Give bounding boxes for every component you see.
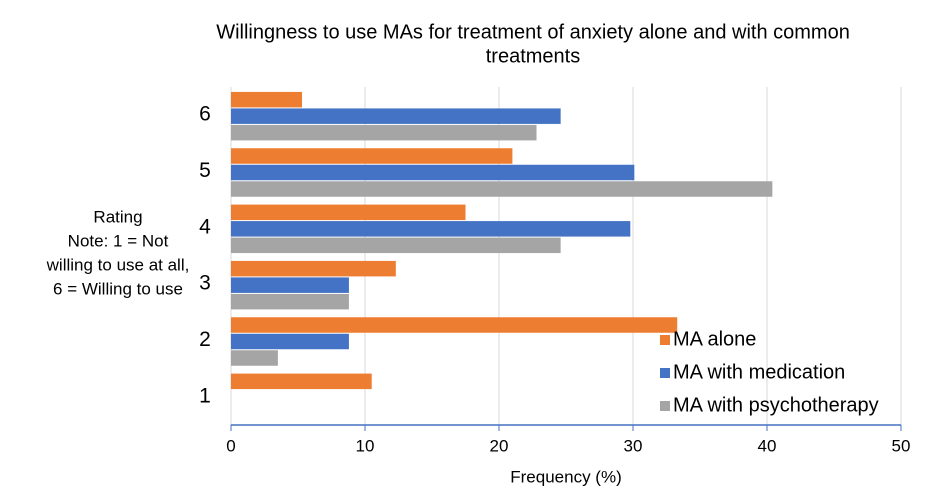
chart-title: treatments bbox=[486, 45, 580, 67]
legend-label: MA with psychotherapy bbox=[673, 394, 879, 416]
bar bbox=[231, 277, 349, 293]
bar bbox=[231, 108, 561, 124]
bar bbox=[231, 260, 396, 277]
bar bbox=[231, 350, 278, 366]
y-axis-label: willing to use at all, bbox=[46, 255, 190, 274]
legend-label: MA with medication bbox=[673, 361, 845, 383]
bar bbox=[231, 164, 635, 181]
x-tick-label: 20 bbox=[490, 436, 509, 455]
bar bbox=[231, 204, 466, 221]
legend-swatch bbox=[660, 368, 670, 378]
y-axis-label: 6 = Willing to use bbox=[53, 279, 183, 298]
bar bbox=[231, 237, 561, 254]
legend-swatch bbox=[660, 401, 670, 411]
x-tick-label: 0 bbox=[226, 436, 235, 455]
bar bbox=[231, 373, 372, 390]
x-tick-label: 30 bbox=[624, 436, 643, 455]
y-tick-label: 2 bbox=[199, 328, 211, 351]
y-axis-label: Rating bbox=[93, 207, 142, 226]
legend-swatch bbox=[660, 335, 670, 345]
bar bbox=[231, 124, 537, 141]
bar bbox=[231, 181, 773, 197]
y-tick-label: 5 bbox=[199, 159, 211, 182]
bar bbox=[231, 148, 513, 164]
chart-title: Willingness to use MAs for treatment of … bbox=[216, 21, 850, 43]
x-axis-label: Frequency (%) bbox=[510, 467, 621, 486]
bar bbox=[231, 91, 303, 108]
y-tick-label: 3 bbox=[199, 272, 211, 295]
bar bbox=[231, 293, 349, 310]
y-tick-label: 4 bbox=[199, 215, 211, 238]
x-tick-label: 10 bbox=[356, 436, 375, 455]
x-tick-label: 50 bbox=[892, 436, 911, 455]
y-tick-label: 1 bbox=[199, 384, 211, 407]
y-axis-label: Note: 1 = Not bbox=[68, 231, 169, 250]
legend-label: MA alone bbox=[673, 328, 756, 350]
bar bbox=[231, 221, 631, 237]
bar bbox=[231, 317, 678, 333]
bar bbox=[231, 333, 349, 350]
y-tick-label: 6 bbox=[199, 103, 211, 126]
x-tick-label: 40 bbox=[758, 436, 777, 455]
